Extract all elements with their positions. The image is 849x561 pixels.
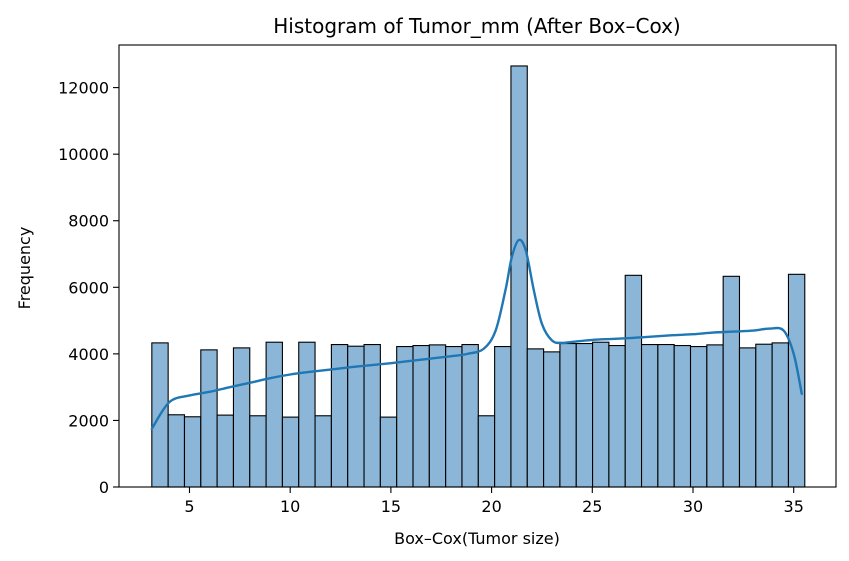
bars-layer bbox=[151, 65, 806, 488]
histogram-bar bbox=[281, 416, 300, 488]
histogram-bar bbox=[445, 345, 463, 488]
histogram-bar bbox=[183, 416, 202, 488]
x-tick-label: 15 bbox=[381, 497, 401, 516]
histogram-bar bbox=[592, 341, 610, 488]
x-tick-label: 30 bbox=[683, 497, 703, 516]
x-axis-label: Box–Cox(Tumor size) bbox=[394, 529, 560, 548]
x-tick-label: 5 bbox=[184, 497, 194, 516]
y-tick-label: 8000 bbox=[68, 212, 109, 231]
histogram-bar bbox=[640, 343, 659, 488]
histogram-bar bbox=[314, 415, 332, 488]
y-tick-label: 12000 bbox=[58, 79, 109, 98]
histogram-bar bbox=[738, 347, 757, 488]
y-tick-label: 0 bbox=[99, 478, 109, 497]
histogram-bar bbox=[167, 414, 186, 488]
histogram-bar bbox=[755, 343, 773, 488]
x-tick-label: 25 bbox=[582, 497, 602, 516]
histogram-bar bbox=[232, 347, 251, 488]
histogram-bar bbox=[477, 415, 496, 488]
chart-title: Histogram of Tumor_mm (After Box–Cox) bbox=[273, 14, 680, 38]
histogram-bar bbox=[216, 414, 234, 488]
histogram-bar bbox=[559, 342, 577, 488]
histogram-bar bbox=[298, 341, 316, 488]
histogram-bar bbox=[412, 344, 430, 488]
histogram-bar bbox=[722, 275, 741, 488]
y-axis-ticks: 0 2000 4000 6000 8000 10000 12000 bbox=[58, 79, 119, 497]
histogram-bar bbox=[510, 65, 528, 488]
x-tick-label: 10 bbox=[280, 497, 300, 516]
histogram-bar bbox=[543, 351, 561, 488]
x-axis-ticks: 5 10 15 20 25 30 35 bbox=[184, 487, 804, 516]
histogram-bar bbox=[494, 345, 512, 488]
histogram-bar bbox=[428, 344, 447, 488]
histogram-bar bbox=[624, 274, 643, 488]
kde-line bbox=[150, 238, 803, 430]
y-tick-label: 4000 bbox=[68, 345, 109, 364]
y-axis-label: Frequency bbox=[15, 227, 34, 310]
x-tick-label: 35 bbox=[784, 497, 804, 516]
plot-frame bbox=[118, 44, 837, 488]
y-tick-label: 6000 bbox=[68, 278, 109, 297]
y-tick-label: 10000 bbox=[58, 145, 109, 164]
histogram-bar bbox=[396, 345, 414, 488]
x-tick-label: 20 bbox=[481, 497, 501, 516]
histogram-bar bbox=[200, 349, 218, 488]
histogram-bar bbox=[673, 344, 692, 488]
histogram-bar bbox=[330, 343, 349, 488]
histogram-bar bbox=[575, 342, 594, 488]
histogram-bar bbox=[657, 343, 675, 488]
histogram-bar bbox=[706, 344, 724, 488]
y-tick-label: 2000 bbox=[68, 411, 109, 430]
histogram-bar bbox=[689, 345, 708, 488]
histogram-bar bbox=[379, 416, 398, 488]
histogram-bar bbox=[461, 343, 479, 488]
kde-layer bbox=[150, 238, 803, 430]
histogram-bar bbox=[526, 348, 545, 488]
histogram-bar bbox=[265, 341, 283, 488]
histogram-bar bbox=[771, 342, 790, 488]
histogram-bar bbox=[249, 415, 267, 488]
histogram-bar bbox=[787, 273, 806, 488]
histogram-bar bbox=[608, 344, 626, 488]
